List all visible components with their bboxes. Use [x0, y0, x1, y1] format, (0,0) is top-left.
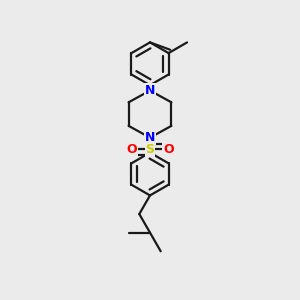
Text: N: N	[145, 131, 155, 144]
Text: O: O	[127, 143, 137, 156]
Text: O: O	[163, 143, 173, 156]
Text: S: S	[146, 143, 154, 156]
Text: N: N	[145, 84, 155, 97]
